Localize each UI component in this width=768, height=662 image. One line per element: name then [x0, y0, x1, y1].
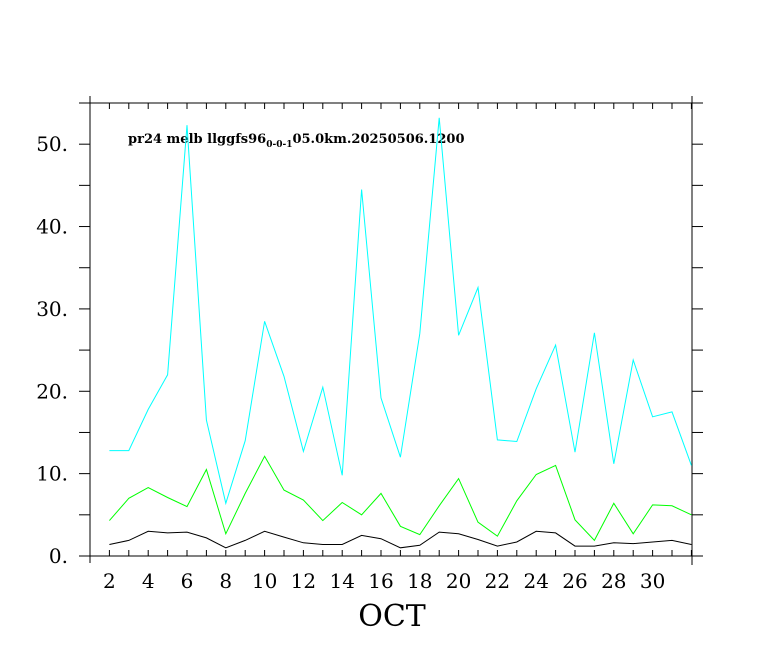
series-line-1 — [109, 117, 692, 506]
x-tick-label: 4 — [142, 569, 155, 593]
plot-frame — [89, 102, 693, 557]
x-tick-label: 22 — [485, 569, 510, 593]
x-tick-label: 28 — [601, 569, 626, 593]
x-tick-label: 26 — [562, 569, 587, 593]
y-tick-label: 50. — [36, 132, 68, 156]
y-tick-label: 0. — [49, 544, 68, 568]
x-tick-label: 16 — [368, 569, 393, 593]
y-tick-label: 30. — [36, 297, 68, 321]
x-tick-label: 2 — [103, 569, 116, 593]
chart-title: pr24 melb llggfs960-0-105.0km.20250506.1… — [128, 132, 465, 150]
chart-title-suffix: 05.0km.20250506.1200 — [292, 132, 464, 147]
y-tick-label: 40. — [36, 215, 68, 239]
x-tick-label: 10 — [252, 569, 277, 593]
x-axis-label: OCT — [358, 599, 426, 634]
x-tick-label: 14 — [329, 569, 354, 593]
x-tick-label: 24 — [523, 569, 548, 593]
chart-title-main: pr24 melb llggfs96 — [128, 132, 266, 147]
x-tick-label: 20 — [446, 569, 471, 593]
chart-title-subscript: 0-0-1 — [266, 140, 292, 150]
x-tick-label: 12 — [291, 569, 316, 593]
axis-ticks: 2 4 6 8 10 12 14 16 18 20 22 24 26 28 300.10.20.30.40.… — [36, 96, 703, 593]
x-tick-label: 6 — [181, 569, 194, 593]
x-tick-label: 8 — [219, 569, 232, 593]
x-tick-label: 18 — [407, 569, 432, 593]
series-lines — [109, 117, 692, 549]
x-tick-label: 30 — [640, 569, 665, 593]
series-line-3 — [109, 530, 692, 549]
series-line-2 — [109, 455, 692, 542]
y-tick-label: 20. — [36, 379, 68, 403]
y-tick-label: 10. — [36, 462, 68, 486]
